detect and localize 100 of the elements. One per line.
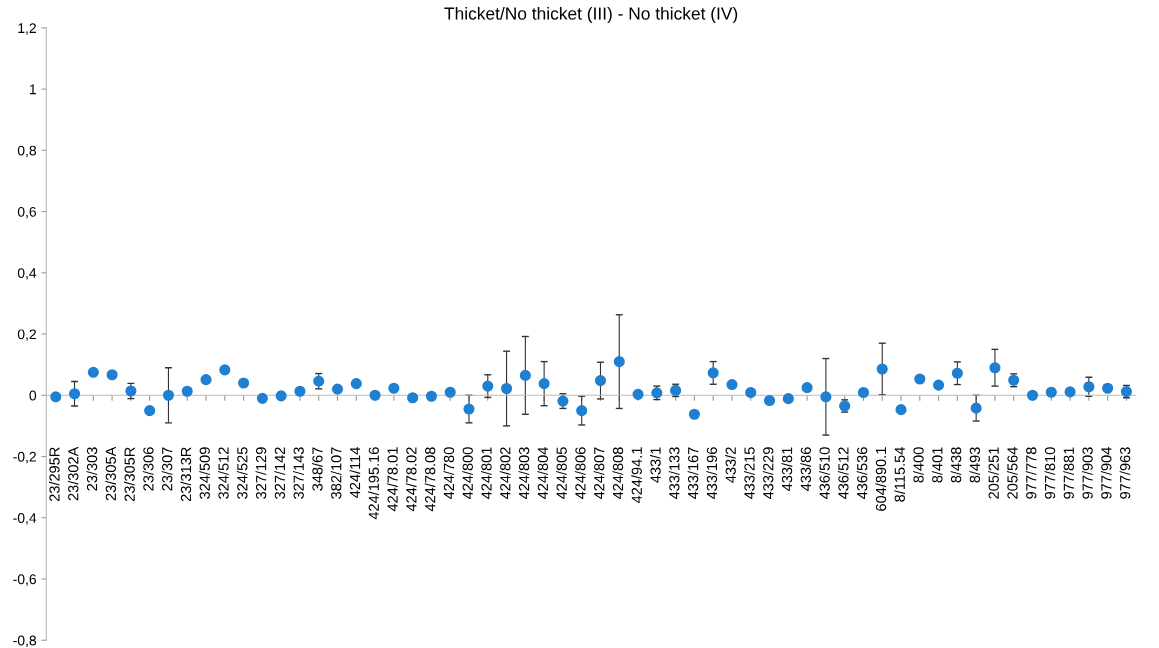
x-tick-label: 433/81	[781, 447, 793, 491]
point	[576, 405, 588, 417]
point	[688, 408, 700, 420]
x-tick-label: 433/229	[762, 447, 774, 500]
y-tick-label: 1,2	[18, 23, 36, 35]
point	[726, 379, 738, 391]
point	[444, 386, 456, 398]
x-tick-label: 23/305A	[105, 446, 117, 501]
x-tick-label: 424/78.02	[405, 447, 417, 512]
x-tick-label: 424/780	[443, 447, 455, 500]
x-tick-label: 433/133	[668, 447, 680, 500]
point	[238, 377, 250, 389]
point	[200, 374, 212, 386]
chart-title: Thicket/No thicket (III) - No thicket (IV)	[444, 6, 738, 24]
x-tick-label: 424/808	[612, 447, 624, 500]
x-tick-label: 424/114	[349, 447, 361, 498]
x-tick-label: 23/302A	[67, 446, 79, 501]
x-tick-label: 424/78.01	[387, 447, 398, 512]
x-tick-label: 382/107	[330, 447, 342, 499]
point	[763, 394, 776, 407]
point	[463, 403, 475, 415]
x-tick-label: 205/564	[1006, 447, 1018, 499]
point	[181, 385, 193, 397]
point	[857, 386, 870, 399]
point	[876, 363, 888, 375]
x-tick-label: 23/303	[86, 447, 98, 491]
x-tick-label: 327/129	[255, 447, 267, 499]
point	[1064, 386, 1076, 398]
point	[106, 369, 118, 381]
point	[87, 366, 99, 378]
x-tick-label: 8/401	[931, 447, 943, 483]
point	[970, 402, 982, 414]
y-tick-label: 1	[29, 84, 36, 95]
x-tick-label: 327/143	[293, 447, 304, 499]
x-tick-label: 977/904	[1100, 447, 1112, 499]
point	[162, 389, 175, 401]
x-tick-label: 424/801	[480, 447, 492, 500]
x-tick-label: 433/2	[725, 447, 736, 483]
x-tick-label: 977/903	[1082, 447, 1093, 499]
x-tick-label: 424/800	[462, 447, 473, 500]
point	[782, 393, 794, 405]
x-tick-label: 436/536	[856, 447, 868, 500]
x-tick-label: 433/86	[800, 447, 812, 491]
point	[1083, 381, 1095, 393]
x-tick-label: 424/807	[593, 447, 605, 500]
y-tick-label: -0,2	[13, 451, 36, 464]
x-tick-label: 424/806	[574, 447, 586, 500]
point	[50, 391, 62, 403]
x-tick-label: 324/509	[199, 447, 210, 499]
point	[519, 369, 531, 381]
point	[1102, 382, 1114, 394]
x-tick-label: 205/251	[988, 447, 999, 499]
point	[388, 382, 400, 394]
point	[613, 356, 625, 368]
x-tick-label: 424/804	[537, 447, 549, 500]
x-tick-label: 8/115.54	[894, 447, 905, 502]
x-tick-label: 424/195.16	[368, 447, 379, 520]
x-tick-label: 23/313R	[180, 447, 192, 502]
x-tick-label: 977/963	[1119, 447, 1131, 499]
x-tick-label: 433/196	[706, 447, 718, 500]
x-tick-label: 436/512	[837, 447, 849, 500]
point	[68, 388, 81, 400]
point	[1026, 389, 1039, 401]
x-tick-label: 8/493	[969, 447, 981, 483]
point	[350, 378, 362, 390]
point	[632, 388, 644, 400]
y-tick-label: 0,8	[17, 145, 37, 158]
point	[482, 380, 494, 392]
point	[989, 362, 1001, 374]
x-tick-label: 324/512	[218, 447, 229, 499]
point	[951, 367, 963, 379]
point	[331, 383, 344, 395]
point	[745, 386, 757, 399]
y-tick-label: 0	[29, 390, 37, 401]
point	[707, 367, 719, 379]
y-tick-label: -0,6	[13, 574, 37, 586]
x-tick-label: 23/307	[161, 447, 173, 491]
y-tick-label: -0,8	[13, 635, 37, 648]
x-tick-label: 424/94.1	[631, 447, 642, 504]
x-tick-label: 8/400	[913, 447, 924, 483]
x-tick-label: 424/803	[518, 447, 530, 500]
x-tick-label: 327/142	[274, 447, 286, 499]
x-tick-label: 977/810	[1044, 447, 1056, 499]
x-tick-label: 977/778	[1025, 447, 1037, 499]
x-tick-label: 424/802	[499, 447, 511, 500]
y-tick-label: 0,4	[17, 268, 37, 280]
x-tick-label: 424/805	[556, 447, 567, 500]
point	[425, 390, 437, 402]
point	[294, 385, 306, 397]
x-tick-label: 604/890.1	[875, 447, 887, 511]
point	[801, 382, 813, 394]
point	[369, 389, 381, 401]
x-tick-label: 424/78.08	[424, 447, 436, 512]
x-tick-label: 23/295R	[48, 447, 60, 502]
x-tick-label: 433/1	[650, 447, 661, 483]
point	[219, 364, 231, 376]
x-tick-label: 348/67	[311, 447, 323, 491]
point	[895, 404, 907, 416]
x-tick-label: 23/306	[142, 447, 154, 491]
point	[144, 405, 156, 417]
